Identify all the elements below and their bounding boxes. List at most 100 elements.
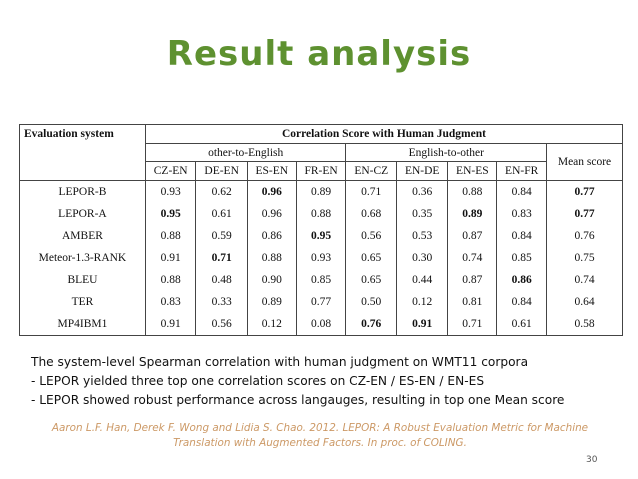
mean-score-cell: 0.76 bbox=[546, 225, 623, 247]
score-cell: 0.83 bbox=[144, 290, 197, 313]
table-row: MP4IBM1 0.91 0.56 0.12 0.08 0.76 0.91 0.71 0.61 0… bbox=[19, 312, 623, 336]
score-cell: 0.88 bbox=[295, 203, 347, 225]
table-row: Meteor-1.3-RANK 0.91 0.71 0.88 0.93 0.65 0.30 0… bbox=[19, 246, 623, 269]
column-header-en-fr: EN-FR bbox=[496, 161, 548, 182]
score-cell: 0.65 bbox=[345, 246, 398, 269]
score-cell: 0.86 bbox=[246, 225, 297, 247]
column-header-fr-en: FR-EN bbox=[295, 161, 347, 182]
corner-header: Evaluation system bbox=[19, 124, 146, 144]
summary-text: The system-level Spearman correlation wi… bbox=[31, 353, 631, 410]
system-name-cell: AMBER bbox=[19, 225, 146, 247]
subgroup-header-other-to-english: other-to-English bbox=[144, 142, 347, 163]
score-cell: 0.84 bbox=[496, 225, 548, 247]
system-name-cell: LEPOR-A bbox=[19, 203, 146, 225]
score-cell: 0.56 bbox=[345, 225, 398, 247]
score-cell: 0.68 bbox=[345, 203, 398, 225]
score-cell: 0.84 bbox=[496, 290, 548, 313]
column-header-en-de: EN-DE bbox=[396, 161, 449, 182]
summary-line: The system-level Spearman correlation wi… bbox=[31, 355, 529, 369]
citation-line: Translation with Augmented Factors. In p… bbox=[173, 437, 467, 449]
score-cell: 0.62 bbox=[195, 180, 248, 204]
score-cell: 0.96 bbox=[246, 203, 297, 225]
score-cell: 0.76 bbox=[345, 312, 398, 336]
score-cell: 0.95 bbox=[144, 203, 197, 225]
table-row: LEPOR-B 0.93 0.62 0.96 0.89 0.71 0.36 0.88 0.84 0… bbox=[19, 180, 623, 204]
score-cell: 0.87 bbox=[447, 225, 498, 247]
score-cell: 0.33 bbox=[195, 290, 248, 313]
results-table: Evaluation system Correlation Score with… bbox=[19, 124, 624, 336]
mean-score-cell: 0.77 bbox=[546, 180, 623, 204]
score-cell: 0.59 bbox=[195, 225, 248, 247]
score-cell: 0.08 bbox=[295, 312, 347, 336]
score-cell: 0.35 bbox=[396, 203, 449, 225]
score-cell: 0.84 bbox=[496, 180, 548, 204]
system-name-cell: BLEU bbox=[19, 268, 146, 291]
group-header: Correlation Score with Human Judgment bbox=[144, 124, 624, 144]
score-cell: 0.50 bbox=[345, 290, 398, 313]
subgroup-header-english-to-other: English-to-other bbox=[345, 142, 548, 163]
column-header-de-en: DE-EN bbox=[195, 161, 248, 182]
score-cell: 0.90 bbox=[246, 268, 297, 291]
citation: Aaron L.F. Han, Derek F. Wong and Lidia … bbox=[20, 421, 620, 451]
score-cell: 0.44 bbox=[396, 268, 449, 291]
score-cell: 0.91 bbox=[144, 312, 197, 336]
score-cell: 0.12 bbox=[246, 312, 297, 336]
score-cell: 0.91 bbox=[144, 246, 197, 269]
score-cell: 0.53 bbox=[396, 225, 449, 247]
mean-score-header: Mean score bbox=[546, 142, 623, 182]
table-row: TER 0.83 0.33 0.89 0.77 0.50 0.12 0.81 0.84 0.64 bbox=[19, 290, 623, 313]
score-cell: 0.48 bbox=[195, 268, 248, 291]
column-header-es-en: ES-EN bbox=[246, 161, 297, 182]
column-header-en-es: EN-ES bbox=[447, 161, 498, 182]
score-cell: 0.88 bbox=[144, 268, 197, 291]
system-name-cell: TER bbox=[19, 290, 146, 313]
mean-score-cell: 0.77 bbox=[546, 203, 623, 225]
score-cell: 0.88 bbox=[447, 180, 498, 204]
citation-line: Aaron L.F. Han, Derek F. Wong and Lidia … bbox=[51, 422, 589, 434]
score-cell: 0.85 bbox=[295, 268, 347, 291]
score-cell: 0.91 bbox=[396, 312, 449, 336]
score-cell: 0.96 bbox=[246, 180, 297, 204]
score-cell: 0.86 bbox=[496, 268, 548, 291]
score-cell: 0.77 bbox=[295, 290, 347, 313]
score-cell: 0.83 bbox=[496, 203, 548, 225]
score-cell: 0.81 bbox=[447, 290, 498, 313]
results-table-container: Evaluation system Correlation Score with… bbox=[19, 124, 624, 336]
score-cell: 0.93 bbox=[295, 246, 347, 269]
summary-line: - LEPOR yielded three top one correlatio… bbox=[31, 374, 485, 388]
system-name-cell: Meteor-1.3-RANK bbox=[19, 246, 146, 269]
score-cell: 0.89 bbox=[246, 290, 297, 313]
page-number: 30 bbox=[586, 455, 598, 465]
score-cell: 0.65 bbox=[345, 268, 398, 291]
mean-score-cell: 0.64 bbox=[546, 290, 623, 313]
table-row: BLEU 0.88 0.48 0.90 0.85 0.65 0.44 0.87 0.86 0.74 bbox=[19, 268, 623, 291]
score-cell: 0.36 bbox=[396, 180, 449, 204]
system-name-cell: MP4IBM1 bbox=[19, 312, 146, 336]
slide-title: Result analysis bbox=[166, 34, 472, 74]
column-header-cz-en: CZ-EN bbox=[144, 161, 197, 182]
corner-spacer bbox=[19, 161, 146, 182]
score-cell: 0.89 bbox=[295, 180, 347, 204]
score-cell: 0.88 bbox=[246, 246, 297, 269]
score-cell: 0.95 bbox=[295, 225, 347, 247]
score-cell: 0.12 bbox=[396, 290, 449, 313]
mean-score-cell: 0.75 bbox=[546, 246, 623, 269]
score-cell: 0.71 bbox=[345, 180, 398, 204]
score-cell: 0.30 bbox=[396, 246, 449, 269]
system-name-cell: LEPOR-B bbox=[19, 180, 146, 204]
table-row: AMBER 0.88 0.59 0.86 0.95 0.56 0.53 0.87 0.84 0.7… bbox=[19, 225, 623, 247]
corner-spacer bbox=[19, 143, 146, 162]
score-cell: 0.89 bbox=[447, 203, 498, 225]
mean-score-cell: 0.58 bbox=[546, 312, 623, 336]
score-cell: 0.56 bbox=[195, 312, 248, 336]
mean-score-cell: 0.74 bbox=[546, 268, 623, 291]
summary-line: - LEPOR showed robust performance across… bbox=[31, 393, 565, 407]
score-cell: 0.61 bbox=[195, 203, 248, 225]
score-cell: 0.88 bbox=[144, 225, 197, 247]
table-row: LEPOR-A 0.95 0.61 0.96 0.88 0.68 0.35 0.89 0.83 0… bbox=[19, 203, 623, 225]
score-cell: 0.85 bbox=[496, 246, 548, 269]
score-cell: 0.61 bbox=[496, 312, 548, 336]
score-cell: 0.93 bbox=[144, 180, 197, 204]
score-cell: 0.87 bbox=[447, 268, 498, 291]
score-cell: 0.71 bbox=[195, 246, 248, 269]
